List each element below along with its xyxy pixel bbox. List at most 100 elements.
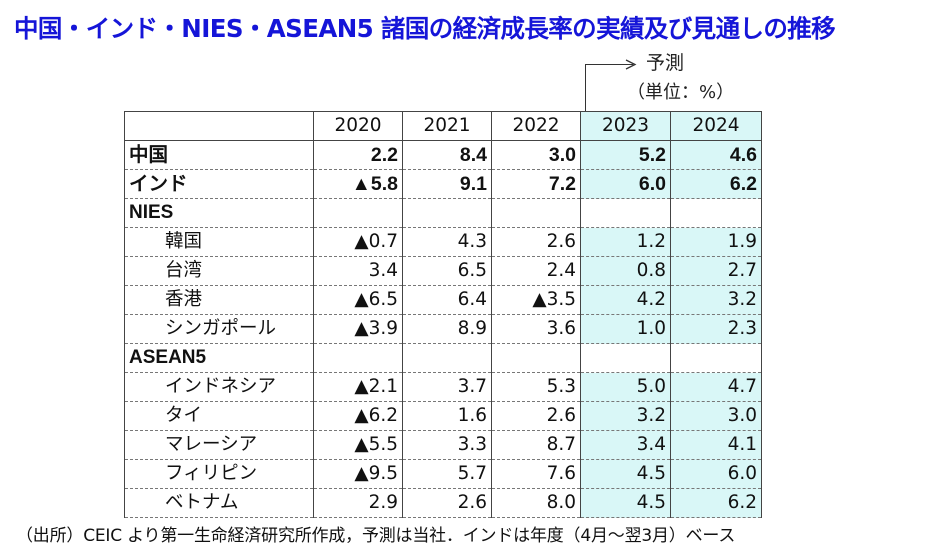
table-cell: 3.0 — [491, 140, 581, 170]
header-cell-2022: 2022 — [491, 111, 581, 141]
table-cell: 8.7 — [491, 430, 581, 460]
table-cell — [670, 343, 762, 373]
table-cell: 7.6 — [491, 459, 581, 489]
table-cell: 3.0 — [670, 401, 762, 431]
table-cell: 2.7 — [670, 256, 762, 286]
table-row-indonesia: インドネシア ▲2.1 3.7 5.3 5.0 4.7 — [124, 372, 762, 402]
table-row-korea: 韓国 ▲0.7 4.3 2.6 1.2 1.9 — [124, 227, 762, 257]
arrow-right-icon — [625, 59, 637, 70]
table-cell: 3.4 — [580, 430, 671, 460]
table-cell: ▲3.9 — [313, 314, 403, 344]
row-label: シンガポール — [124, 314, 314, 344]
row-label: インドネシア — [124, 372, 314, 402]
table-cell: 3.2 — [580, 401, 671, 431]
forecast-bracket-line — [585, 64, 586, 114]
table-cell: 5.0 — [580, 372, 671, 402]
table-cell — [580, 343, 671, 373]
row-label: 中国 — [124, 140, 314, 170]
table-cell: 1.2 — [580, 227, 671, 257]
table-cell: 3.7 — [402, 372, 492, 402]
table-cell: 5.2 — [580, 140, 671, 170]
table-row-vietnam: ベトナム 2.9 2.6 8.0 4.5 6.2 — [124, 488, 762, 518]
table-cell: 1.6 — [402, 401, 492, 431]
table-cell: 6.2 — [670, 169, 762, 199]
table-cell: 6.5 — [402, 256, 492, 286]
group-label: NIES — [124, 198, 314, 228]
forecast-label: 予測 — [646, 52, 685, 74]
table-cell: 2.3 — [670, 314, 762, 344]
table-cell — [313, 343, 403, 373]
table-cell: 5.3 — [491, 372, 581, 402]
table-cell: 3.3 — [402, 430, 492, 460]
table-cell: 4.3 — [402, 227, 492, 257]
table-cell — [313, 198, 403, 228]
table-cell: 4.5 — [580, 488, 671, 518]
table-row-hong-kong: 香港 ▲6.5 6.4 ▲3.5 4.2 3.2 — [124, 285, 762, 315]
row-label: 台湾 — [124, 256, 314, 286]
table-row-malaysia: マレーシア ▲5.5 3.3 8.7 3.4 4.1 — [124, 430, 762, 460]
unit-label: （単位：%） — [627, 82, 735, 103]
table-cell: 4.6 — [670, 140, 762, 170]
table-cell: 2.6 — [402, 488, 492, 518]
forecast-arrow-line — [585, 64, 633, 65]
table-cell — [580, 198, 671, 228]
table-cell — [402, 343, 492, 373]
table-cell: 2.6 — [491, 227, 581, 257]
source-footnote: （出所）CEIC より第一生命経済研究所作成，予測は当社．インドは年度（4月～翌… — [16, 526, 736, 546]
row-label: フィリピン — [124, 459, 314, 489]
table-cell: 8.0 — [491, 488, 581, 518]
table-row-thailand: タイ ▲6.2 1.6 2.6 3.2 3.0 — [124, 401, 762, 431]
table-row-taiwan: 台湾 3.4 6.5 2.4 0.8 2.7 — [124, 256, 762, 286]
table-cell: ▲5.8 — [313, 169, 403, 199]
table-cell: ▲6.2 — [313, 401, 403, 431]
table-cell: 0.8 — [580, 256, 671, 286]
table-cell: 3.2 — [670, 285, 762, 315]
table-cell: 4.1 — [670, 430, 762, 460]
header-cell-2024: 2024 — [670, 111, 762, 141]
table-cell: 6.0 — [670, 459, 762, 489]
table-row-singapore: シンガポール ▲3.9 8.9 3.6 1.0 2.3 — [124, 314, 762, 344]
table-row-philippines: フィリピン ▲9.5 5.7 7.6 4.5 6.0 — [124, 459, 762, 489]
table-cell: 5.7 — [402, 459, 492, 489]
table-cell: 6.4 — [402, 285, 492, 315]
table-cell: 1.0 — [580, 314, 671, 344]
table-cell: 9.1 — [402, 169, 492, 199]
table-cell — [670, 198, 762, 228]
table-cell: 8.4 — [402, 140, 492, 170]
table-cell: 3.6 — [491, 314, 581, 344]
header-cell — [124, 111, 314, 141]
table-row-china: 中国 2.2 8.4 3.0 5.2 4.6 — [124, 140, 762, 170]
table-cell: 6.0 — [580, 169, 671, 199]
header-row: 2020 2021 2022 2023 2024 — [124, 111, 762, 141]
table-cell: 2.2 — [313, 140, 403, 170]
table-group-row-nies: NIES — [124, 198, 762, 228]
row-label: 香港 — [124, 285, 314, 315]
table-cell: 2.6 — [491, 401, 581, 431]
table-cell: ▲6.5 — [313, 285, 403, 315]
table-cell: 8.9 — [402, 314, 492, 344]
table-cell: ▲0.7 — [313, 227, 403, 257]
group-label: ASEAN5 — [124, 343, 314, 373]
table-cell — [491, 343, 581, 373]
table-cell: 4.7 — [670, 372, 762, 402]
row-label: 韓国 — [124, 227, 314, 257]
table-cell: 4.5 — [580, 459, 671, 489]
table-cell — [491, 198, 581, 228]
table-group-row-asean5: ASEAN5 — [124, 343, 762, 373]
table-cell: ▲9.5 — [313, 459, 403, 489]
row-label: インド — [124, 169, 314, 199]
table-cell: 1.9 — [670, 227, 762, 257]
table-cell: 6.2 — [670, 488, 762, 518]
row-label: タイ — [124, 401, 314, 431]
header-cell-2020: 2020 — [313, 111, 403, 141]
row-label: マレーシア — [124, 430, 314, 460]
table-row-india: インド ▲5.8 9.1 7.2 6.0 6.2 — [124, 169, 762, 199]
page-title: 中国・インド・NIES・ASEAN5 諸国の経済成長率の実績及び見通しの推移 — [14, 14, 836, 43]
table-cell: 2.9 — [313, 488, 403, 518]
row-label: ベトナム — [124, 488, 314, 518]
header-cell-2021: 2021 — [402, 111, 492, 141]
table-cell: ▲5.5 — [313, 430, 403, 460]
table-cell: 3.4 — [313, 256, 403, 286]
table-cell: ▲3.5 — [491, 285, 581, 315]
table-cell: 4.2 — [580, 285, 671, 315]
